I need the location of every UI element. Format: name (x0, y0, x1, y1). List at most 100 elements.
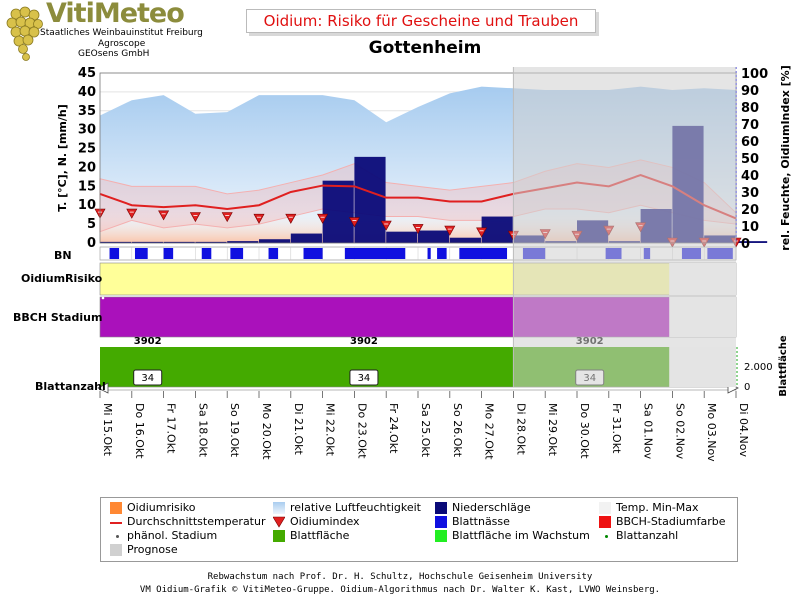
y-right-tick: 80 (741, 101, 759, 116)
bn-panel-label: BN (54, 249, 72, 262)
legend-item: Durchschnittstemperatur (110, 515, 266, 529)
legend-item: Blattnässe (435, 515, 510, 529)
y-left-tick: 10 (78, 198, 96, 213)
legend-swatch-square-icon (110, 502, 122, 514)
legend-swatch-area-icon (273, 502, 285, 514)
legend-label: Prognose (127, 543, 178, 556)
oidium-index-marker (158, 210, 170, 221)
y-left-tick: 0 (87, 236, 96, 251)
x-date-label: Mo 20.Okt (260, 403, 273, 460)
x-date-label: Mi 15.Okt (101, 403, 114, 457)
y-right-tick: 30 (741, 186, 759, 201)
legend-swatch-square-icon (110, 544, 122, 556)
x-date-label: So 26.Okt (451, 403, 464, 458)
precip-bar (100, 241, 132, 243)
legend-label: Oidiumindex (290, 515, 360, 528)
oidium-index-marker (253, 213, 265, 224)
legend-label: phänol. Stadium (127, 529, 218, 542)
legend-label: Temp. Min-Max (616, 501, 699, 514)
legend-swatch-square-icon (599, 502, 611, 514)
y-left-tick: 20 (78, 160, 96, 175)
y-right-tick: 40 (741, 169, 759, 184)
legend-item: Oidiumindex (272, 515, 360, 529)
chart-footer: Rebwachstum nach Prof. Dr. H. Schultz, H… (0, 571, 800, 597)
risk-no-data (669, 263, 736, 295)
x-date-label: Fr 31.Okt (610, 403, 623, 454)
precip-bar (322, 180, 354, 243)
leaf-wetness-block (230, 248, 244, 259)
legend-item: phänol. Stadium (116, 529, 218, 543)
leaf-count-value: 34 (358, 373, 371, 384)
legend-label: BBCH-Stadiumfarbe (616, 515, 726, 528)
x-date-label: Mi 29.Okt (546, 403, 559, 457)
y-right-tick: 90 (741, 84, 759, 99)
y-left-tick: 45 (78, 66, 96, 81)
legend-label: Oidiumrisiko (127, 501, 196, 514)
precip-bar (481, 216, 513, 243)
legend-label: Blattfläche im Wachstum (452, 529, 590, 542)
legend-label: Durchschnittstemperatur (127, 515, 266, 528)
precip-bar (163, 241, 195, 243)
vitimeteo-logo: VitiMeteo Staatliches Weinbauinstitut Fr… (0, 0, 230, 64)
leaf-wetness-block (459, 248, 508, 259)
legend-item: BBCH-Stadiumfarbe (599, 515, 726, 529)
x-date-label: So 19.Okt (228, 403, 241, 458)
precip-bar (290, 233, 322, 243)
leaf-count-box (349, 369, 379, 386)
leaf-count-box (133, 369, 163, 386)
legend-swatch-square-icon (599, 516, 611, 528)
chart-legend: Oidiumrisiko relative Luftfeuchtigkeit Nie… (100, 497, 738, 562)
leaf-no-data (669, 347, 736, 387)
oidium-index-marker (348, 217, 360, 228)
legend-label: relative Luftfeuchtigkeit (290, 501, 421, 514)
legend-label: Blattanzahl (616, 529, 679, 542)
x-date-label: Mo 27.Okt (483, 403, 496, 460)
logo-brand: VitiMeteo (46, 0, 185, 29)
precip-bar (259, 239, 291, 243)
legend-item: Blattfläche im Wachstum (435, 529, 590, 543)
leaf-count-value: 34 (141, 373, 154, 384)
legend-label: Niederschläge (452, 501, 531, 514)
oidium-index-marker (126, 208, 138, 219)
y-right-tick: 100 (741, 67, 768, 82)
legend-label: Blattfläche (290, 529, 350, 542)
x-date-label: So 02.Nov (673, 403, 686, 460)
oidium-index-marker (317, 213, 329, 224)
legend-item: Niederschläge (435, 501, 531, 515)
x-date-label: Sa 18.Okt (196, 403, 209, 458)
y-right-tick: 70 (741, 118, 759, 133)
bbch-no-data (669, 297, 736, 337)
legend-swatch-triangle-icon (272, 516, 286, 528)
chart-title: Oidium: Risiko für Gescheine und Trauben (246, 9, 596, 33)
oidium-index-marker (221, 212, 233, 223)
leaf-wetness-block (134, 248, 148, 259)
oidium-index-marker (189, 212, 201, 223)
legend-item: Blattfläche (273, 529, 350, 543)
bbch-stage-label: 3902 (350, 336, 378, 347)
oidium-index-marker (476, 227, 488, 238)
x-date-label: Di 04.Nov (737, 403, 750, 457)
leaf-count-baseline (99, 386, 737, 391)
legend-swatch-square-icon (435, 530, 447, 542)
precip-bar (354, 156, 386, 243)
legend-swatch-dot-icon (605, 535, 608, 538)
legend-swatch-square-icon (435, 516, 447, 528)
grape-logo-icon (6, 6, 43, 61)
bbch-stage-label: 3902 (134, 336, 162, 347)
legend-swatch-square-icon (435, 502, 447, 514)
y-right-tick: 60 (741, 135, 759, 150)
oidium-index-marker (380, 220, 392, 231)
legend-item: Oidiumrisiko (110, 501, 196, 515)
leaf-wetness-block (109, 248, 120, 259)
legend-label: Blattnässe (452, 515, 510, 528)
x-date-label: Di 21.Okt (292, 403, 305, 456)
leaf-area-tick: 0 (744, 382, 750, 393)
y-right-axis-label: rel. Feuchte, OidiumIndex [%] (779, 65, 792, 250)
legend-item: relative Luftfeuchtigkeit (273, 501, 421, 515)
x-date-label: Do 23.Okt (355, 403, 368, 459)
x-date-label: Do 16.Okt (133, 403, 146, 459)
y-left-tick: 40 (78, 85, 96, 100)
x-date-label: Mi 22.Okt (324, 403, 337, 457)
leaf-wetness-block (344, 248, 406, 259)
